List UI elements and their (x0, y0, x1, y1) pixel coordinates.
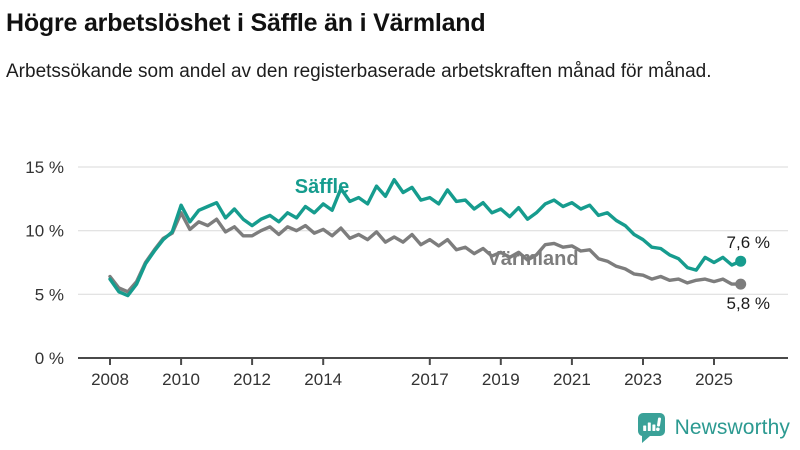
brand-footer: Newsworthy (636, 412, 790, 443)
logo-bubble-shape (637, 413, 665, 443)
brand-name: Newsworthy (674, 415, 790, 439)
y-tick-label: 15 % (25, 158, 64, 177)
series-label-varmland: Värmland (487, 248, 578, 270)
x-tick-label: 2021 (553, 370, 591, 389)
x-tick-label: 2008 (91, 370, 129, 389)
logo-bar-3 (652, 424, 656, 431)
series-line-varmland (108, 211, 743, 294)
line-chart: 0 % 5 % 10 % 15 % 2008 2010 2012 2014 2017 2019 20… (25, 158, 788, 389)
x-tick-label: 2010 (162, 370, 200, 389)
end-value-label-varmland: 5,8 % (727, 294, 770, 313)
y-tick-label: 0 % (35, 349, 64, 368)
newsworthy-logo-icon (637, 413, 665, 443)
series-endpoint-varmland (735, 278, 747, 290)
x-tick-label: 2019 (482, 370, 520, 389)
x-tick-label: 2014 (304, 370, 342, 389)
series-line-saffle (108, 178, 743, 298)
logo-exclamation (655, 417, 661, 432)
y-tick-label: 10 % (25, 222, 64, 241)
x-tick-label: 2025 (695, 370, 733, 389)
chart-plot-area: 0 % 5 % 10 % 15 % 2008 2010 2012 2014 2017 2019 20… (25, 158, 788, 389)
chart-title: Högre arbetslöshet i Säffle än i Värmlan… (6, 9, 486, 37)
logo-bar-2 (647, 422, 651, 431)
x-tick-label: 2023 (624, 370, 662, 389)
series-endpoint-saffle (735, 255, 747, 267)
end-value-label-saffle: 7,6 % (727, 233, 770, 252)
series-label-saffle: Säffle (295, 176, 349, 198)
logo-bar-1 (642, 425, 646, 431)
x-tick-label: 2017 (411, 370, 449, 389)
x-tick-label: 2012 (233, 370, 271, 389)
chart-subtitle: Arbetssökande som andel av den registerb… (6, 61, 712, 82)
y-tick-label: 5 % (35, 285, 64, 304)
